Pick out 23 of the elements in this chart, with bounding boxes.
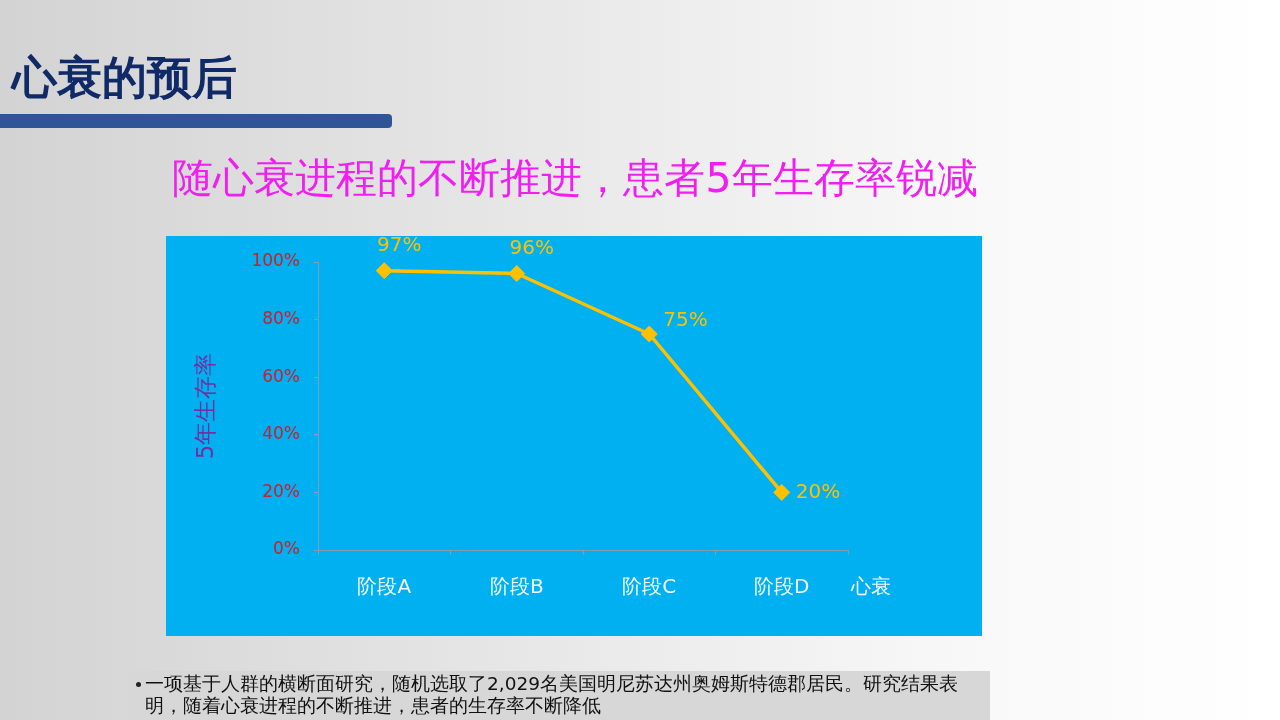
x-tick-label: 阶段B	[489, 574, 544, 599]
data-label: 96%	[509, 234, 554, 259]
data-label: 97%	[377, 231, 422, 256]
y-tick-label: 40%	[262, 423, 300, 444]
data-label: 75%	[663, 307, 708, 332]
y-axis-title: 5年生存率	[191, 352, 218, 460]
chart-title: 心衰的预后	[12, 50, 237, 106]
point	[375, 262, 393, 280]
y-tick-label: 20%	[262, 480, 300, 501]
x-axis-title: 心衰	[850, 574, 891, 599]
y-tick-label: 60%	[262, 365, 300, 386]
x-tick-label: 阶段C	[622, 574, 677, 599]
y-tick-label: 80%	[262, 308, 300, 329]
x-tick-label: 阶段A	[357, 574, 412, 599]
point	[640, 325, 658, 343]
y-tick-label: 0%	[273, 538, 300, 559]
point	[773, 483, 791, 501]
point	[508, 265, 526, 283]
data-label: 20%	[795, 478, 841, 503]
y-tick-label: 100%	[251, 250, 300, 271]
chart-subtitle: 随心衰进程的不断推进，患者5年生存率锐减	[171, 153, 979, 204]
text: 一项基于人群的横断面研究，随机选取了2,029名美国明尼苏达州奥姆斯特德郡居民。研究结果表明，随着心衰进程的不断推进，患者的生存率不断降低	[145, 673, 959, 717]
x-tick-label: 阶段D	[754, 574, 810, 599]
